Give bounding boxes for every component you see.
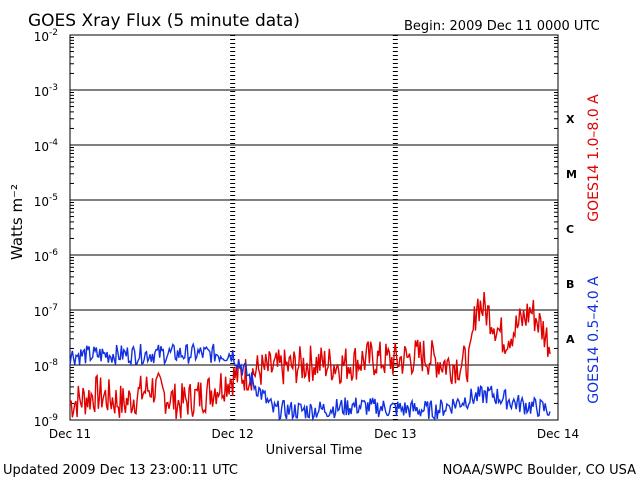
- flare-class-labels: X M C B A: [566, 113, 577, 346]
- y-tick-label: 10-5: [34, 193, 58, 209]
- x-axis-label: Universal Time: [266, 443, 363, 458]
- x-tick-label: Dec 12: [212, 427, 254, 441]
- y-tick-label: 10-7: [34, 303, 58, 319]
- x-tick-label: Dec 13: [374, 427, 416, 441]
- y-tick-labels: 10-2 10-3 10-4 10-5 10-6 10-7 10-8 10-9: [34, 28, 59, 429]
- y-tick-label: 10-9: [34, 413, 59, 429]
- flare-class-m: M: [566, 168, 577, 181]
- credit-text: NOAA/SWPC Boulder, CO USA: [443, 463, 636, 478]
- y-axis-label: Watts m⁻²: [8, 184, 26, 260]
- x-tick-labels: Dec 11 Dec 12 Dec 13 Dec 14: [49, 427, 579, 441]
- series-line-short: [69, 341, 551, 422]
- flare-class-b: B: [566, 278, 574, 291]
- series-label-long: GOES14 1.0–8.0 A: [586, 94, 602, 222]
- x-tick-label: Dec 11: [49, 427, 91, 441]
- data-series: [69, 291, 551, 422]
- begin-time: Begin: 2009 Dec 11 0000 UTC: [404, 19, 600, 34]
- updated-time: Updated 2009 Dec 13 23:00:11 UTC: [3, 463, 238, 478]
- series-label-short: GOES14 0.5–4.0 A: [586, 276, 602, 404]
- y-tick-label: 10-3: [34, 83, 58, 99]
- flare-class-x: X: [566, 113, 575, 126]
- plot-frame: [69, 34, 559, 421]
- y-tick-label: 10-4: [34, 138, 59, 154]
- x-tick-label: Dec 14: [537, 427, 579, 441]
- y-tick-label: 10-8: [34, 358, 59, 374]
- chart-title: GOES Xray Flux (5 minute data): [28, 11, 300, 31]
- y-tick-label: 10-2: [34, 28, 58, 44]
- y-tick-label: 10-6: [34, 248, 59, 264]
- flare-class-c: C: [566, 223, 574, 236]
- series-line-long: [69, 291, 551, 419]
- flare-class-a: A: [566, 333, 575, 346]
